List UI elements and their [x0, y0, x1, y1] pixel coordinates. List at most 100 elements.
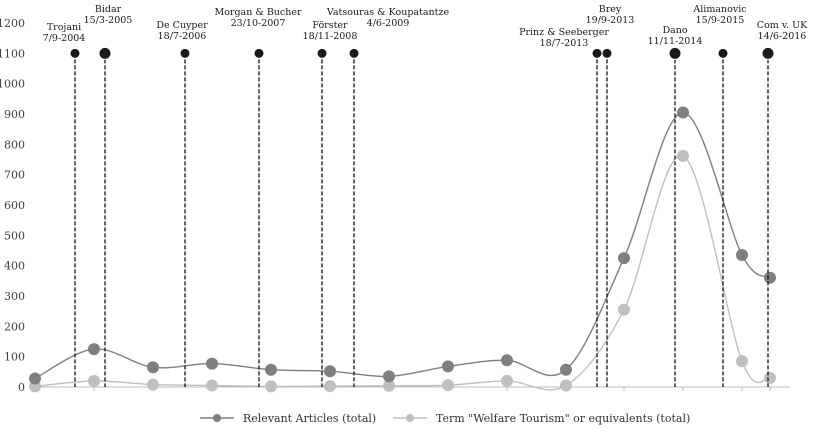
event-case-label: De Cuyper [156, 20, 208, 31]
data-point [147, 378, 159, 391]
data-point [560, 363, 572, 376]
event-date-label: 18/7-2006 [158, 31, 207, 42]
data-point [206, 379, 218, 392]
event-case-label: Dano [662, 25, 687, 36]
y-tick-label: 600 [4, 199, 25, 212]
data-point [677, 149, 689, 162]
data-point [618, 303, 630, 316]
data-point [764, 371, 776, 384]
event-date-label: 11/11-2014 [648, 36, 703, 47]
legend-label: Relevant Articles (total) [243, 412, 376, 425]
event-date-label: 7/9-2004 [43, 33, 86, 44]
event-case-label: Brey [599, 4, 622, 15]
event-marker [98, 46, 112, 60]
legend-label: Term "Welfare Tourism" or equivalents (t… [436, 412, 690, 425]
event-date-label: 15/9-2015 [696, 15, 745, 26]
series-layer [29, 106, 776, 393]
data-point [383, 370, 395, 383]
data-point [501, 354, 513, 367]
legend-item: Term "Welfare Tourism" or equivalents (t… [393, 412, 690, 425]
event-case-label: Vatsouras & Koupatantze [326, 7, 450, 18]
data-point [29, 372, 41, 385]
data-point [88, 343, 100, 356]
event-marker [69, 47, 81, 59]
event-case-label: Com v. UK [757, 20, 808, 31]
data-point [206, 357, 218, 370]
event-case-label: Prinz & Seeberger [519, 27, 609, 38]
y-tick-label: 200 [4, 320, 25, 333]
y-tick-label: 0 [18, 381, 25, 394]
series-line [34, 155, 771, 391]
y-tick-label: 500 [4, 229, 25, 242]
event-case-label: Alimanovic [692, 4, 746, 15]
y-tick-label: 1200 [0, 17, 25, 30]
event-marker [253, 47, 265, 59]
data-point [442, 360, 454, 373]
series-welfare-tourism-term [29, 149, 776, 393]
event-marker [717, 47, 729, 59]
y-tick-label: 400 [4, 260, 25, 273]
series-relevant-articles [29, 106, 776, 385]
y-axis: 0 100 200 300 400 500 600 700 800 900 1000 1100 1200 [0, 17, 790, 394]
y-tick-label: 1000 [0, 78, 25, 91]
data-point [677, 106, 689, 119]
data-point [618, 252, 630, 265]
data-point [764, 271, 776, 284]
y-tick-label: 900 [4, 108, 25, 121]
data-point [442, 379, 454, 392]
legend-marker [406, 414, 414, 422]
event-marker [601, 47, 613, 59]
event-date-label: 4/6-2009 [367, 18, 410, 29]
data-point [736, 355, 748, 368]
data-point [324, 365, 336, 378]
x-axis [34, 387, 771, 391]
event-date-label: 18/7-2013 [540, 38, 589, 49]
event-date-label: 14/6-2016 [758, 31, 807, 42]
event-case-label: Trojani [47, 22, 81, 33]
data-point [736, 249, 748, 262]
legend: Relevant Articles (total) Term "Welfare T… [200, 412, 690, 425]
y-tick-label: 100 [4, 351, 25, 364]
data-point [560, 379, 572, 392]
event-date-label: 23/10-2007 [231, 18, 286, 29]
event-date-label: 18/11-2008 [303, 31, 358, 42]
event-marker [668, 46, 682, 60]
y-tick-label: 1100 [0, 47, 25, 60]
event-case-label: Förster [312, 20, 348, 31]
y-tick-label: 800 [4, 138, 25, 151]
event-date-label: 19/9-2013 [586, 15, 635, 26]
event-marker [591, 47, 603, 59]
data-point [265, 363, 277, 376]
event-marker [348, 47, 360, 59]
legend-item: Relevant Articles (total) [200, 412, 376, 425]
event-marker [179, 47, 191, 59]
legend-marker [213, 414, 221, 422]
data-point [147, 361, 159, 374]
event-case-label: Bidar [95, 4, 122, 15]
data-point [383, 379, 395, 392]
event-marker [761, 46, 775, 60]
data-point [501, 374, 513, 387]
data-point [265, 380, 277, 393]
series-line [34, 111, 771, 380]
data-point [88, 374, 100, 387]
y-tick-label: 700 [4, 169, 25, 182]
event-case-label: Morgan & Bucher [214, 7, 302, 18]
y-tick-label: 300 [4, 290, 25, 303]
data-point [324, 380, 336, 393]
event-marker [316, 47, 328, 59]
event-date-label: 15/3-2005 [84, 15, 133, 26]
